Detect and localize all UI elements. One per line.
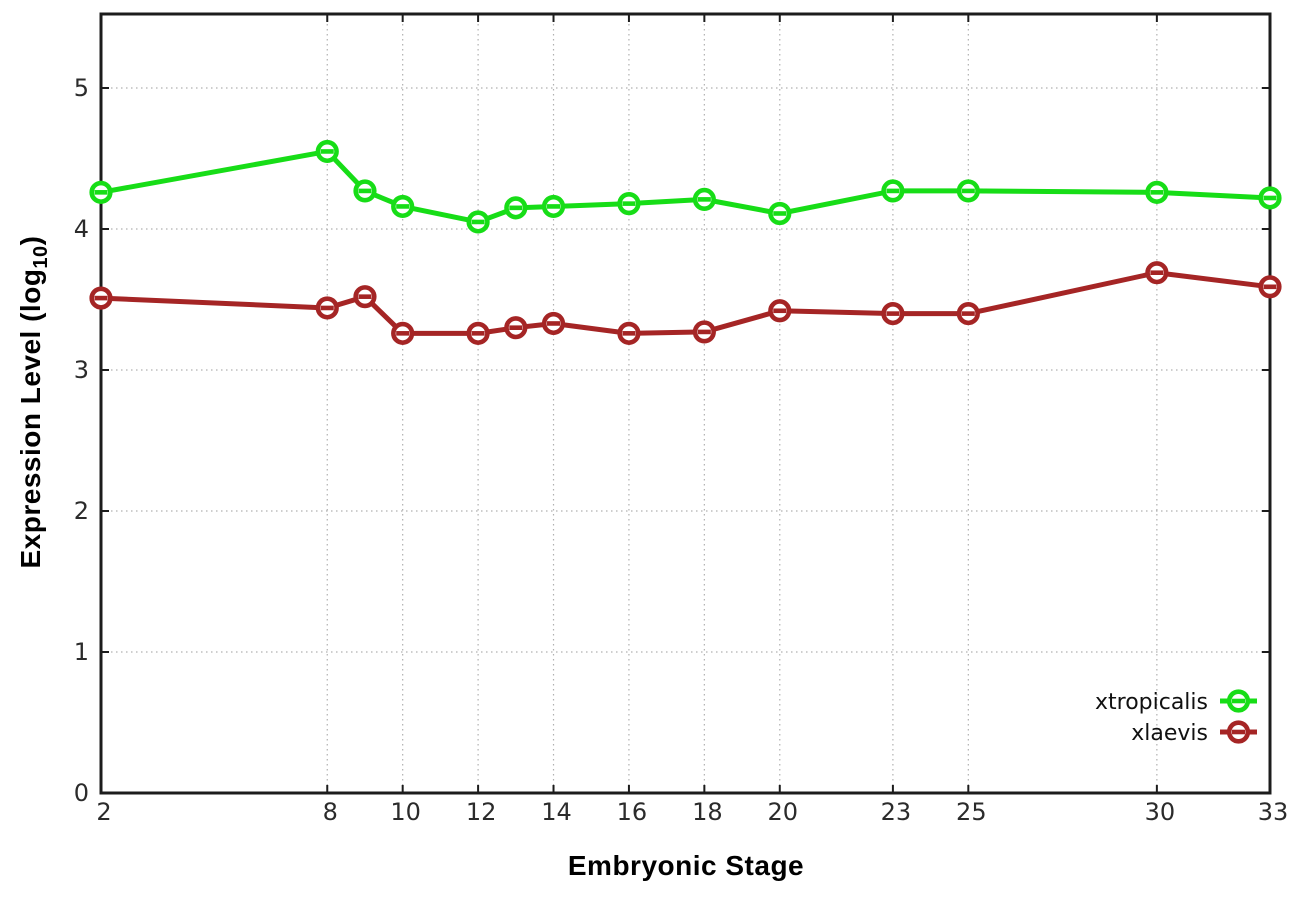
x-tick-label: 30	[1145, 798, 1176, 826]
x-tick-label: 20	[768, 798, 799, 826]
legend-label: xtropicalis	[1095, 690, 1208, 715]
x-tick-label: 23	[881, 798, 912, 826]
y-tick-label: 5	[74, 74, 89, 102]
y-tick-label: 0	[74, 779, 89, 807]
series-line	[100, 148, 1271, 225]
x-tick-label: 16	[617, 798, 648, 826]
y-axis-title-text: Expression Level (log	[15, 268, 47, 569]
y-tick-label: 4	[74, 215, 89, 243]
x-tick-label: 8	[323, 798, 338, 826]
series-xtropicalis	[89, 139, 1282, 234]
legend-label: xlaevis	[1131, 721, 1208, 746]
x-tick-labels: 2 8 10 12 14 16 18 20 23 25 30 33	[96, 798, 1288, 826]
x-axis-title: Embryonic Stage	[567, 850, 805, 881]
legend-entry-xtropicalis: xtropicalis	[1095, 689, 1257, 715]
y-tick-label: 1	[74, 638, 89, 666]
x-tick-label: 14	[541, 798, 572, 826]
y-tick-label: 2	[74, 497, 89, 525]
y-tick-label: 3	[74, 356, 89, 384]
plot-border	[99, 12, 1272, 795]
x-tick-label: 10	[390, 798, 421, 826]
y-tick-labels: 0 1 2 3 4 5	[74, 74, 89, 807]
x-tick-label: 2	[96, 798, 111, 826]
gridlines	[101, 14, 1270, 793]
y-axis-title: Expression Level (log10)	[15, 236, 53, 569]
tick-marks	[100, 14, 1271, 794]
x-tick-label: 18	[692, 798, 723, 826]
series-line	[100, 270, 1271, 336]
x-tick-label: 33	[1258, 798, 1289, 826]
legend: xtropicalis xlaevis	[1095, 689, 1257, 746]
legend-entry-xlaevis: xlaevis	[1131, 720, 1257, 746]
x-tick-label: 25	[956, 798, 987, 826]
x-tick-label: 12	[466, 798, 497, 826]
y-axis-title-suffix: )	[15, 235, 47, 246]
series-xlaevis	[89, 261, 1282, 345]
y-axis-title-subscript: 10	[29, 245, 52, 269]
